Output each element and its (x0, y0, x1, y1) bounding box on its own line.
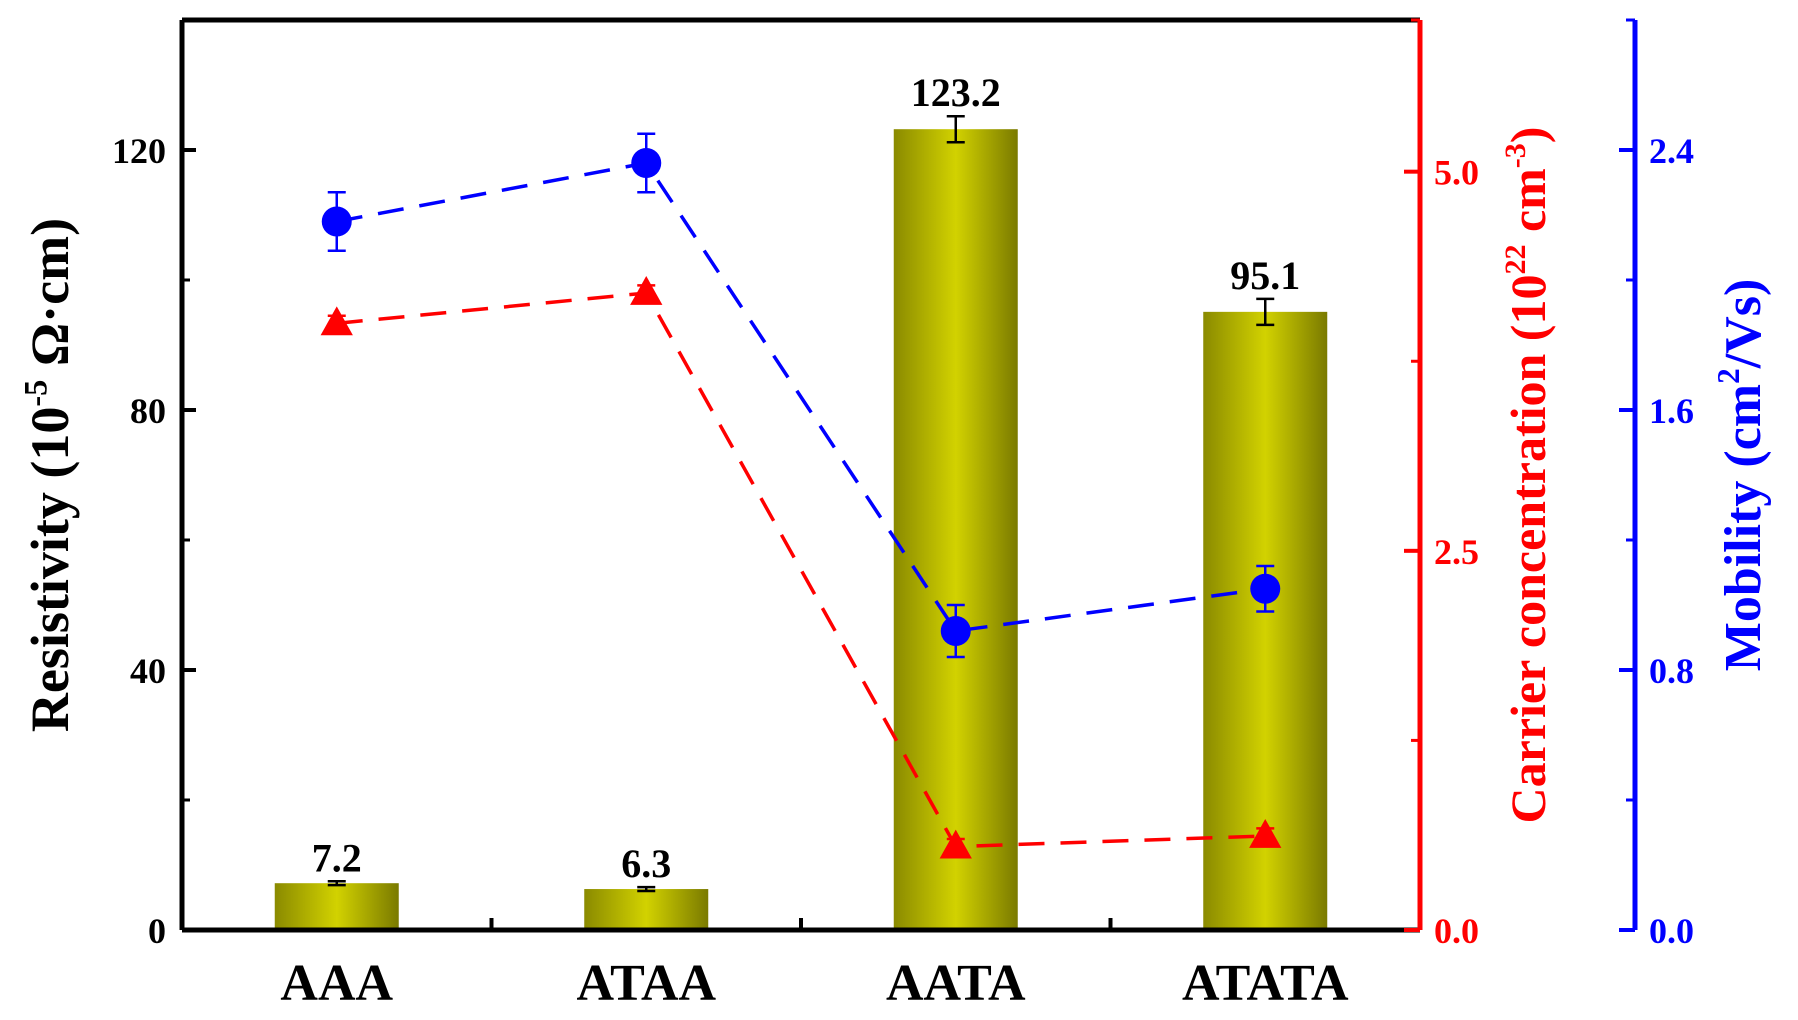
x-axis: AAA ATAA AATA ATATA (280, 918, 1349, 1012)
mobility-point (321, 206, 352, 237)
axis-title-superscript: -3 (1499, 143, 1532, 168)
bar-AAA (274, 883, 399, 930)
left-tick-label: 80 (130, 391, 166, 431)
axis-title-text: Ω·cm) (20, 218, 80, 380)
carrier-concentration-axis: 0.0 2.5 5.0 (1404, 18, 1479, 951)
axis-title-superscript: -5 (18, 380, 54, 407)
mobility-tick-label: 0.0 (1649, 911, 1694, 951)
bar-data-label: 123.2 (911, 70, 1001, 115)
left-tick-label: 40 (130, 651, 166, 691)
bars-layer: 7.2 6.3 123.2 95.1 (274, 70, 1328, 931)
x-tick-label: ATAA (576, 955, 716, 1012)
carrier-axis-title: Carrier concentration (1022 cm-3) (1499, 127, 1556, 824)
carrier-point (939, 829, 972, 859)
mobility-point (1250, 573, 1281, 604)
mobility-point (631, 148, 662, 178)
mobility-tick-label: 1.6 (1649, 391, 1694, 431)
carrier-tick-label: 0.0 (1434, 911, 1479, 951)
bar-data-label: 7.2 (312, 835, 362, 880)
mobility-point (940, 616, 971, 646)
carrier-tick-label: 5.0 (1434, 153, 1479, 193)
carrier-point (1249, 818, 1282, 848)
x-tick-label: AATA (886, 955, 1026, 1012)
carrier-line (336, 291, 1266, 849)
mobility-tick-label: 0.8 (1649, 651, 1694, 691)
x-tick-label: ATATA (1182, 955, 1349, 1012)
axis-title-text: Resistivity (10 (20, 407, 80, 732)
mobility-line (336, 161, 1266, 633)
mobility-axis-title: Mobility (cm2/Vs) (1711, 279, 1772, 672)
x-tick-label: AAA (280, 955, 393, 1012)
axis-title-text: /Vs) (1715, 279, 1772, 370)
axis-title-superscript: 22 (1499, 245, 1532, 275)
lines-layer (320, 132, 1282, 859)
axis-titles: Resistivity (10-5 Ω·cm) Carrier concentra… (18, 127, 1772, 824)
bar-ATAA (584, 889, 709, 930)
left-tick-label: 0 (148, 911, 166, 951)
left-axis: 0 40 80 120 (112, 131, 196, 951)
left-tick-label: 120 (112, 131, 166, 171)
axis-title-text: Carrier concentration (10 (1500, 275, 1556, 824)
axis-title-text: Mobility (cm (1715, 384, 1772, 671)
carrier-tick-label: 2.5 (1434, 532, 1479, 572)
carrier-point (630, 276, 663, 305)
bar-data-label: 95.1 (1230, 253, 1300, 298)
axis-title-text: cm (1500, 168, 1556, 244)
mobility-axis: 0.0 0.8 1.6 2.4 (1619, 18, 1694, 951)
axis-title-superscript: 2 (1711, 368, 1746, 384)
bar-AATA (893, 129, 1018, 930)
bar-data-label: 6.3 (621, 841, 671, 886)
mobility-tick-label: 2.4 (1649, 131, 1694, 171)
left-axis-title: Resistivity (10-5 Ω·cm) (18, 218, 80, 732)
axis-title-text: ) (1500, 127, 1556, 144)
carrier-point (320, 306, 353, 336)
